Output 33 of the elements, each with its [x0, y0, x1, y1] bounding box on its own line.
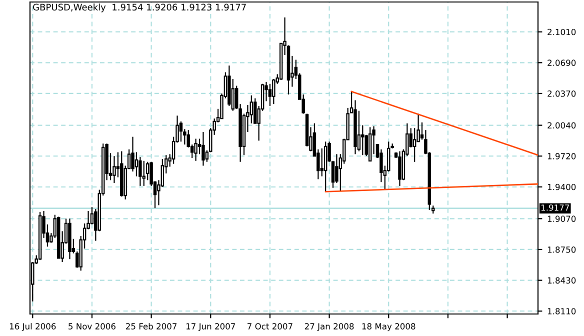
y-tick-label: 2.1010 — [548, 28, 576, 36]
candlestick — [268, 83, 272, 107]
x-tick-label: 18 May 2008 — [362, 323, 416, 332]
ref-line-label: 1.9177 — [541, 204, 569, 211]
x-tick-label: 16 Jul 2006 — [10, 323, 56, 332]
x-tick-label: 7 Oct 2007 — [248, 323, 292, 330]
candlestick — [194, 138, 198, 162]
y-tick-label: 2.0370 — [548, 90, 576, 97]
y-tick-label: 1.8750 — [548, 246, 576, 253]
y-tick-label: 1.9070 — [548, 216, 576, 222]
candlestick — [398, 150, 402, 186]
y-tick-label: 1.8430 — [548, 277, 576, 284]
y-tick-label: 2.0690 — [548, 60, 576, 66]
x-tick-label: 25 Feb 2007 — [126, 323, 177, 330]
chart-title: GBPUSD,Weekly 1.9154 1.9206 1.9123 1.9177 — [33, 4, 246, 12]
y-tick-label: 1.8110 — [548, 308, 576, 314]
candlestick — [131, 136, 134, 172]
y-tick-label: 2.0040 — [548, 122, 576, 129]
candlestick — [361, 124, 364, 156]
y-tick-label: 1.9720 — [548, 153, 576, 160]
candlestick — [112, 156, 116, 184]
candlestick — [138, 156, 142, 186]
candlestick — [254, 98, 257, 124]
candlestick — [412, 128, 416, 162]
y-tick-label: 1.9400 — [548, 184, 576, 190]
x-tick-label: 5 Nov 2006 — [68, 323, 116, 330]
x-tick-label: 27 Jan 2008 — [304, 323, 354, 332]
candlestick — [142, 160, 146, 186]
candlestick — [202, 131, 205, 166]
x-tick-label: 17 Jun 2007 — [186, 323, 235, 332]
candlestick — [272, 78, 276, 105]
candlestick — [231, 78, 234, 112]
candlestick — [320, 148, 324, 177]
